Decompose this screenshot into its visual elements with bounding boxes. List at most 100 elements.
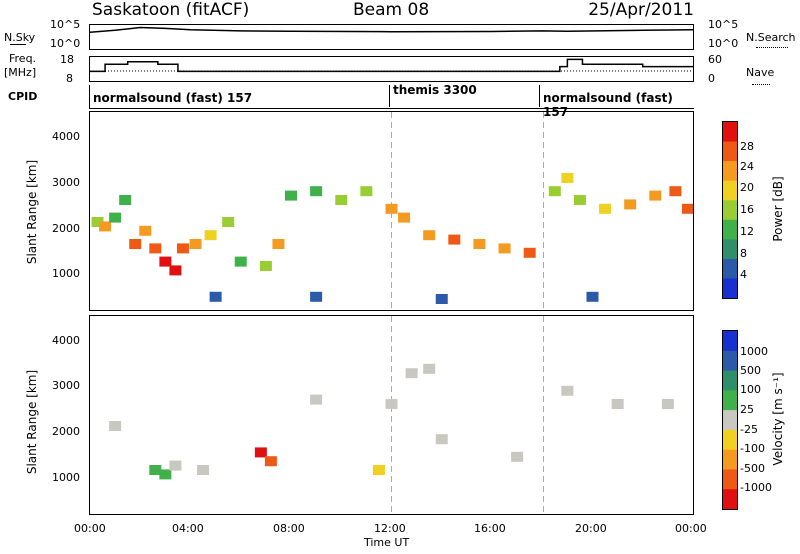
power-cell: [561, 173, 574, 183]
velocity-cbar-band: [723, 410, 737, 431]
velocity-ytick-2000: 2000: [52, 425, 80, 438]
power-cell: [119, 195, 132, 205]
velocity-cell: [561, 385, 574, 396]
velocity-ytick-4000: 4000: [52, 334, 80, 347]
power-cbar-tick-24: 24: [740, 160, 754, 173]
power-cell: [285, 190, 297, 201]
velocity-cbar-band: [723, 429, 737, 451]
velocity-cbar-tick-1000: 1000: [740, 345, 768, 358]
power-cell: [448, 234, 461, 245]
power-cell: [649, 190, 662, 201]
velocity-ylabel: Slant Range [km]: [25, 369, 39, 475]
power-cbar-band: [723, 141, 737, 162]
velocity-cbar-band: [723, 449, 737, 470]
power-cell: [548, 186, 561, 197]
power-cell: [310, 186, 323, 197]
power-cbar-tick-4: 4: [740, 268, 747, 281]
power-cbar-tick-8: 8: [740, 247, 747, 260]
power-ylabel: Slant Range [km]: [25, 159, 39, 265]
velocity-cbar-band: [723, 489, 737, 510]
nsky-tick-bottom: 10^0: [50, 37, 81, 50]
velocity-cell: [511, 451, 524, 462]
power-cbar-tick-16: 16: [740, 203, 754, 216]
freq-plot: [90, 58, 693, 73]
power-cbar-band: [723, 200, 737, 221]
power-cell: [159, 256, 172, 267]
power-cell: [109, 212, 122, 223]
velocity-cell: [611, 399, 624, 409]
power-cell: [91, 217, 104, 227]
power-cbar-band: [723, 239, 737, 260]
power-cell: [222, 217, 235, 227]
cpid-mode-1: normalsound (fast) 157: [93, 91, 253, 105]
power-cell: [272, 239, 285, 249]
velocity-cell: [423, 363, 436, 374]
xtick-4: 16:00: [474, 522, 506, 535]
power-cell: [310, 291, 323, 302]
power-cell: [523, 247, 536, 258]
power-cell: [189, 239, 202, 249]
power-cell: [259, 261, 272, 271]
power-colorbar-gradient: [723, 122, 737, 299]
nsky-series-line: [89, 26, 694, 34]
power-cbar-tick-20: 20: [740, 181, 754, 194]
cpid-panel: normalsound (fast) 157 themis 3300 norma…: [89, 83, 694, 119]
power-cell: [234, 256, 247, 267]
xtick-3: 12:00: [374, 522, 406, 535]
nsearch-tick-bottom: 10^0: [708, 37, 739, 50]
velocity-cell: [405, 368, 418, 379]
power-cell: [129, 239, 142, 249]
power-cell: [435, 294, 448, 304]
power-cell: [335, 195, 348, 205]
velocity-cell: [254, 447, 267, 458]
nave-legend-line: [752, 84, 770, 85]
xtick-2: 08:00: [273, 522, 305, 535]
power-ytick-3000: 3000: [52, 176, 80, 189]
velocity-colorbar: [722, 330, 738, 510]
power-cell: [169, 265, 182, 276]
velocity-ytick-1000: 1000: [52, 471, 80, 484]
nsky-legend-line: [10, 44, 26, 45]
cpid-divider-2: [539, 85, 540, 107]
velocity-cell: [310, 394, 323, 405]
freq-tick-bottom: 8: [66, 72, 73, 85]
velocity-cbar-tick-m100: -100: [740, 442, 765, 455]
xtick-1: 04:00: [172, 522, 204, 535]
velocity-cell: [435, 434, 448, 445]
freq-label-1: Freq.: [9, 52, 37, 65]
xtick-5: 20:00: [575, 522, 607, 535]
nsearch-label: N.Search: [746, 31, 796, 44]
power-cell: [423, 230, 436, 241]
power-cbar-band: [723, 278, 737, 299]
velocity-cell: [264, 456, 277, 467]
nave-tick-top: 60: [708, 53, 722, 66]
velocity-cell: [661, 399, 674, 409]
power-cell: [149, 243, 162, 254]
power-ytick-4000: 4000: [52, 130, 80, 143]
power-cbar-label: Power [dB]: [771, 176, 785, 242]
power-colorbar: [722, 121, 738, 299]
velocity-cell: [169, 460, 182, 471]
velocity-cbar-band: [723, 390, 737, 411]
velocity-cell: [385, 399, 398, 409]
power-cbar-tick-12: 12: [740, 225, 754, 238]
nave-tick-bottom: 0: [708, 72, 715, 85]
nsky-panel: [89, 24, 694, 50]
velocity-cbar-tick-m25: -25: [740, 423, 758, 436]
nave-label: Nave: [746, 66, 775, 79]
station-title: Saskatoon (fitACF): [92, 0, 250, 20]
power-cell: [681, 203, 694, 214]
velocity-plot: [109, 316, 674, 514]
date-title: 25/Apr/2011: [588, 0, 694, 20]
power-cell: [176, 243, 189, 254]
power-cbar-band: [723, 161, 737, 182]
velocity-panel: [89, 315, 694, 515]
velocity-cbar-tick-500: 500: [740, 364, 761, 377]
power-cbar-band: [723, 122, 737, 143]
power-ytick-1000: 1000: [52, 267, 80, 280]
freq-tick-top: 18: [60, 53, 74, 66]
velocity-cbar-band: [723, 370, 737, 391]
velocity-cell: [159, 469, 172, 480]
cpid-mode-2: themis 3300: [393, 83, 477, 97]
velocity-cell: [372, 465, 385, 475]
